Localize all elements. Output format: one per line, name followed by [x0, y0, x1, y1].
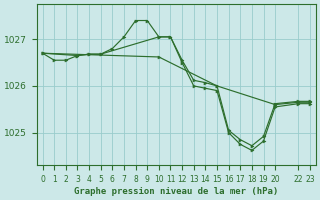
- X-axis label: Graphe pression niveau de la mer (hPa): Graphe pression niveau de la mer (hPa): [74, 187, 278, 196]
